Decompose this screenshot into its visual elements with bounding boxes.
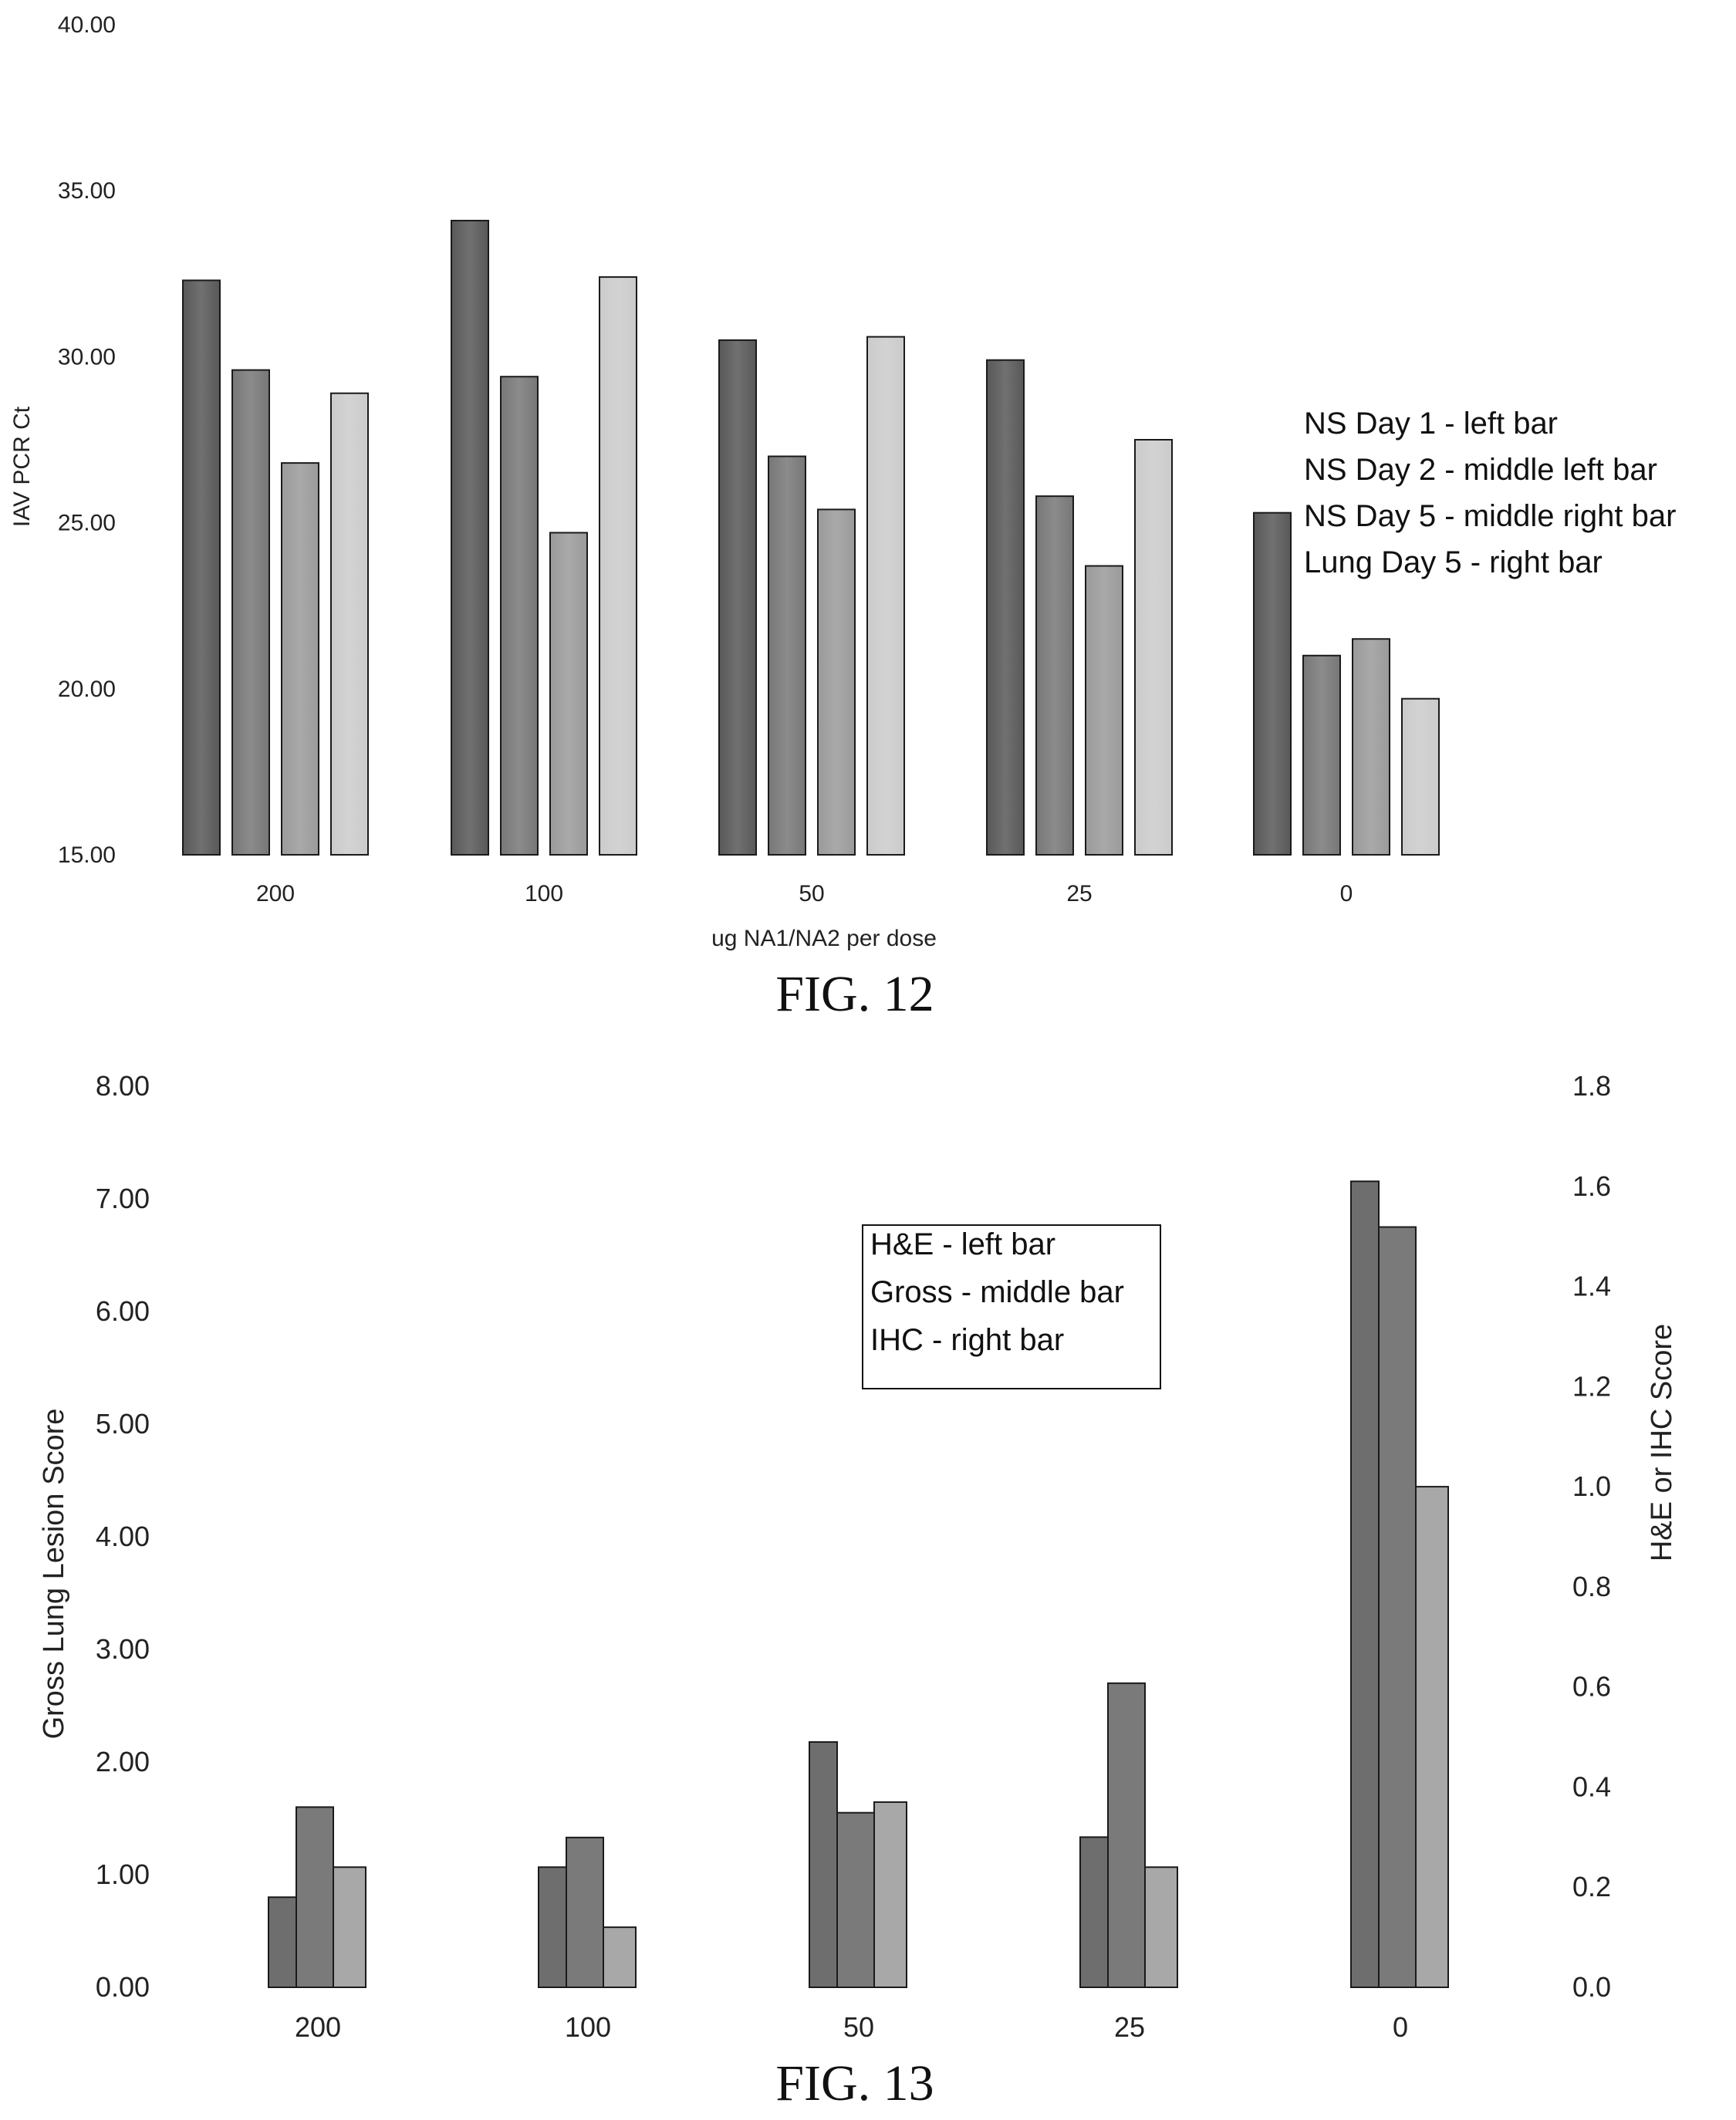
bar-h-e-25 bbox=[1079, 1836, 1109, 1989]
bars bbox=[182, 219, 1440, 856]
y-tick-label: 0.00 bbox=[96, 1971, 150, 2003]
x-tick-label: 200 bbox=[256, 881, 295, 906]
bar-ihc-25 bbox=[1144, 1866, 1178, 1989]
bar-ns-day-1-25 bbox=[986, 359, 1025, 856]
x-tick-label: 50 bbox=[843, 2011, 874, 2043]
y-tick-label: 15.00 bbox=[58, 842, 116, 868]
bar-gross-50 bbox=[836, 1811, 875, 1989]
bar-ihc-50 bbox=[873, 1801, 907, 1989]
y-axis-title: IAV PCR Ct bbox=[9, 406, 35, 527]
bar-ns-day-5-25 bbox=[1085, 565, 1123, 856]
y-tick-label: 6.00 bbox=[96, 1295, 150, 1327]
y2-tick-label: 1.8 bbox=[1572, 1070, 1611, 1102]
bar-lung-day-5-200 bbox=[330, 392, 369, 856]
legend-box bbox=[862, 1224, 1161, 1389]
bar-ns-day-5-200 bbox=[281, 462, 319, 856]
x-tick-label: 0 bbox=[1340, 881, 1353, 906]
bar-h-e-100 bbox=[538, 1866, 567, 1989]
bar-ns-day-2-100 bbox=[500, 376, 539, 856]
y2-tick-label: 1.4 bbox=[1572, 1271, 1611, 1302]
y-tick-label: 4.00 bbox=[96, 1521, 150, 1552]
legend: H&E - left bar Gross - middle bar IHC - ri… bbox=[870, 1227, 1124, 1357]
legend: NS Day 1 - left bar NS Day 2 - middle lef… bbox=[1304, 407, 1676, 579]
y2-tick-label: 1.0 bbox=[1572, 1470, 1611, 1502]
x-tick-label: 25 bbox=[1066, 881, 1092, 906]
y2-tick-label: 0.0 bbox=[1572, 1971, 1611, 2003]
y-axis-ticks: 15.00 20.00 25.00 30.00 35.00 40.00 bbox=[58, 12, 116, 868]
x-axis-ticks: 200 100 50 25 0 bbox=[256, 881, 1353, 906]
legend-entry: H&E - left bar bbox=[870, 1227, 1055, 1261]
bar-ihc-200 bbox=[333, 1866, 366, 1989]
x-tick-label: 25 bbox=[1114, 2011, 1145, 2043]
left-y-axis-title: Gross Lung Lesion Score bbox=[38, 1409, 70, 1740]
y-tick-label: 25.00 bbox=[58, 511, 116, 536]
y-tick-label: 5.00 bbox=[96, 1408, 150, 1440]
x-axis-ticks: 200 100 50 25 0 bbox=[295, 2011, 1408, 2043]
legend-entry: NS Day 1 - left bar bbox=[1304, 407, 1558, 441]
y2-tick-label: 0.6 bbox=[1572, 1671, 1611, 1703]
bar-ns-day-1-50 bbox=[718, 339, 757, 856]
legend-entry: NS Day 5 - middle right bar bbox=[1304, 499, 1676, 533]
bar-lung-day-5-100 bbox=[599, 276, 637, 856]
bar-h-e-50 bbox=[809, 1741, 838, 1988]
bar-ns-day-5-50 bbox=[817, 508, 856, 856]
bar-ns-day-2-200 bbox=[231, 369, 270, 856]
bar-h-e-0 bbox=[1350, 1180, 1380, 1988]
x-tick-label: 100 bbox=[525, 881, 563, 906]
right-y-axis-ticks: 0.0 0.2 0.4 0.6 0.8 1.0 1.2 1.4 1.6 1.8 bbox=[1572, 1070, 1611, 2003]
x-tick-label: 0 bbox=[1393, 2011, 1408, 2043]
bar-ns-day-2-0 bbox=[1302, 654, 1341, 856]
x-tick-label: 100 bbox=[565, 2011, 611, 2043]
y-tick-label: 30.00 bbox=[58, 344, 116, 370]
bar-ns-day-2-25 bbox=[1035, 495, 1074, 856]
bar-ihc-0 bbox=[1415, 1486, 1449, 1988]
y-tick-label: 40.00 bbox=[58, 12, 116, 38]
y-tick-label: 8.00 bbox=[96, 1070, 150, 1102]
bar-gross-0 bbox=[1378, 1226, 1417, 1988]
bar-ns-day-5-100 bbox=[549, 532, 588, 856]
legend-entry: NS Day 2 - middle left bar bbox=[1304, 453, 1657, 487]
bars bbox=[268, 1180, 1449, 1989]
bar-ns-day-1-100 bbox=[451, 219, 489, 856]
bar-ns-day-1-0 bbox=[1253, 511, 1292, 856]
y-tick-label: 35.00 bbox=[58, 178, 116, 204]
y2-tick-label: 1.6 bbox=[1572, 1170, 1611, 1202]
bar-ns-day-2-50 bbox=[768, 455, 806, 856]
y-tick-label: 1.00 bbox=[96, 1858, 150, 1890]
bar-gross-25 bbox=[1107, 1682, 1146, 1988]
bar-h-e-200 bbox=[268, 1896, 297, 1988]
y2-tick-label: 0.2 bbox=[1572, 1871, 1611, 1902]
chart-fig-13: 0.001.002.003.004.005.006.007.008.00 0.0… bbox=[38, 1070, 1678, 2112]
x-tick-label: 200 bbox=[295, 2011, 341, 2043]
bar-gross-100 bbox=[566, 1836, 604, 1988]
right-y-axis-title: H&E or IHC Score bbox=[1646, 1324, 1678, 1561]
bar-lung-day-5-50 bbox=[866, 336, 905, 856]
y-tick-label: 7.00 bbox=[96, 1183, 150, 1214]
legend-entry: Lung Day 5 - right bar bbox=[1304, 545, 1603, 579]
y-tick-label: 20.00 bbox=[58, 677, 116, 702]
bar-lung-day-5-25 bbox=[1134, 439, 1173, 856]
y2-tick-label: 0.8 bbox=[1572, 1571, 1611, 1602]
figure-caption: FIG. 12 bbox=[775, 966, 934, 1022]
y2-tick-label: 1.2 bbox=[1572, 1370, 1611, 1402]
x-tick-label: 50 bbox=[799, 881, 824, 906]
y-tick-label: 3.00 bbox=[96, 1633, 150, 1665]
bar-ns-day-5-0 bbox=[1352, 638, 1390, 856]
bar-gross-200 bbox=[296, 1806, 334, 1989]
legend-entry: Gross - middle bar bbox=[870, 1275, 1124, 1309]
figure-caption: FIG. 13 bbox=[775, 2055, 934, 2112]
bar-ihc-100 bbox=[603, 1926, 637, 1988]
x-axis-title: ug NA1/NA2 per dose bbox=[711, 926, 937, 951]
bar-ns-day-1-200 bbox=[182, 279, 221, 856]
bar-lung-day-5-0 bbox=[1401, 697, 1440, 856]
y2-tick-label: 0.4 bbox=[1572, 1771, 1611, 1802]
legend-entry: IHC - right bar bbox=[870, 1323, 1064, 1357]
left-y-axis-ticks: 0.00 1.00 2.00 3.00 4.00 5.00 6.00 7.00 8.00 bbox=[96, 1070, 150, 2003]
y-tick-label: 2.00 bbox=[96, 1746, 150, 1777]
